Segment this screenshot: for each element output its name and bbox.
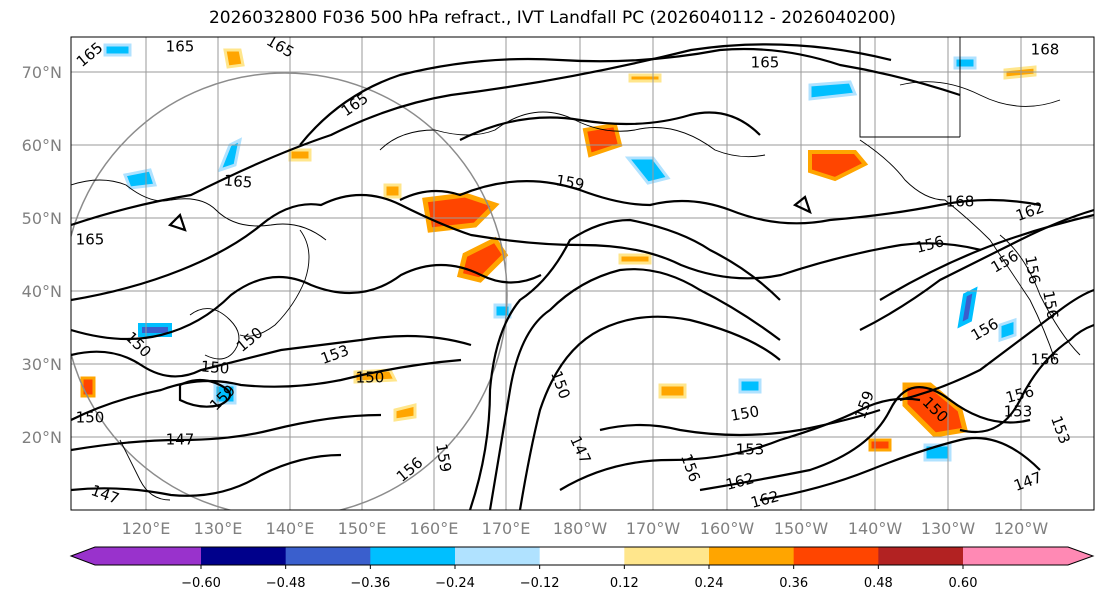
- contour-label: 156: [1031, 351, 1060, 369]
- coastlines: [71, 37, 1081, 501]
- positive-anomaly-patch: [383, 183, 402, 199]
- colorbar-segment: [963, 547, 1093, 565]
- colorbar-tick-label: −0.36: [350, 576, 390, 591]
- longitude-label: 140°W: [848, 519, 903, 538]
- colorbar-tick-label: −0.48: [266, 576, 306, 591]
- shaded-anomaly-layer: [80, 43, 1037, 462]
- contour-label: 147: [166, 431, 195, 449]
- contour-label: 165: [166, 38, 195, 56]
- positive-anomaly-patch: [288, 148, 312, 162]
- contour-label: 168: [946, 193, 975, 211]
- colorbar-segment: [370, 547, 456, 565]
- colorbar-tick-label: −0.24: [435, 576, 475, 591]
- negative-anomaly-patch: [138, 323, 172, 337]
- longitude-label: 180°W: [553, 519, 608, 538]
- colorbar-segment: [624, 547, 710, 565]
- graticule: [71, 37, 1094, 510]
- colorbar-segment: [793, 547, 879, 565]
- colorbar-segment: [878, 547, 964, 565]
- contour-label: 153: [736, 441, 765, 459]
- latitude-label: 20°N: [22, 428, 62, 447]
- negative-anomaly-patch: [103, 43, 132, 57]
- colorbar-outline: [69, 546, 1095, 566]
- latitude-label: 40°N: [22, 282, 62, 301]
- longitude-label: 130°E: [194, 519, 243, 538]
- longitude-label: 170°W: [626, 519, 681, 538]
- contour-label: 153: [1004, 403, 1033, 421]
- positive-anomaly-patch: [80, 376, 96, 398]
- longitude-label: 150°W: [774, 519, 829, 538]
- colorbar-tick-label: −0.60: [181, 576, 221, 591]
- contour-label: 165: [223, 171, 253, 191]
- negative-anomaly-patch: [624, 156, 671, 185]
- latitude-label: 60°N: [22, 136, 62, 155]
- latitude-label: 70°N: [22, 63, 62, 82]
- contour-label: 150: [729, 402, 760, 425]
- contour-label: 156: [1039, 289, 1062, 320]
- colorbar-segment: [71, 547, 201, 565]
- latitude-labels: 70°N 60°N 50°N 40°N 30°N 20°N: [22, 63, 62, 447]
- contour-label: 159: [554, 171, 585, 194]
- contour-label: 159: [432, 442, 455, 473]
- longitude-label: 160°W: [700, 519, 755, 538]
- negative-anomaly-patch: [122, 168, 158, 190]
- colorbar-segment: [539, 547, 625, 565]
- colorbar: −0.60 −0.48 −0.36 −0.24 −0.12 0.12 0.24 0.36 0.4…: [69, 546, 1095, 591]
- colorbar-tick-label: 0.12: [610, 576, 639, 591]
- highlight-circle: [71, 72, 508, 510]
- colorbar-segment: [455, 547, 541, 565]
- positive-anomaly-patch: [868, 438, 892, 452]
- map-frame: [70, 36, 1095, 511]
- longitude-label: 170°E: [482, 519, 531, 538]
- positive-anomaly-patch: [658, 383, 687, 399]
- colorbar-segment: [285, 547, 371, 565]
- negative-anomaly-patch: [738, 378, 762, 394]
- negative-anomaly-patch: [953, 56, 977, 70]
- longitude-label: 160°E: [410, 519, 459, 538]
- colorbar-tick-label: −0.12: [520, 576, 560, 591]
- positive-anomaly-patch: [808, 150, 869, 182]
- colorbar-segment: [201, 547, 287, 565]
- longitude-label: 120°E: [122, 519, 171, 538]
- colorbar-tick-label: 0.48: [864, 576, 893, 591]
- longitude-label: 120°W: [994, 519, 1049, 538]
- negative-anomaly-patch: [217, 137, 243, 173]
- colorbar-tick-label: 0.36: [779, 576, 808, 591]
- longitude-label: 150°E: [338, 519, 387, 538]
- negative-anomaly-patch: [808, 80, 858, 101]
- positive-anomaly-patch: [618, 253, 652, 265]
- positive-anomaly-patch: [422, 192, 500, 233]
- contour-label: 156: [1021, 254, 1044, 285]
- positive-anomaly-patch: [223, 48, 245, 69]
- contour-label: 150: [200, 357, 230, 377]
- colorbar-tick-label: 0.60: [949, 576, 978, 591]
- latitude-label: 50°N: [22, 209, 62, 228]
- colorbar-segment: [709, 547, 795, 565]
- negative-anomaly-patch: [998, 317, 1017, 343]
- contour-lines: [71, 43, 1094, 510]
- contour-label: 150: [356, 369, 385, 387]
- contour-label: 162: [749, 487, 781, 512]
- longitude-label: 130°W: [921, 519, 976, 538]
- longitude-label: 140°E: [266, 519, 315, 538]
- contour-label: 150: [76, 409, 105, 427]
- contour-label: 168: [1031, 41, 1060, 59]
- positive-anomaly-patch: [393, 403, 417, 422]
- colorbar-tick-label: 0.24: [695, 576, 724, 591]
- longitude-labels: 120°E 130°E 140°E 150°E 160°E 170°E 180°W 170°W…: [122, 519, 1049, 538]
- positive-anomaly-patch: [628, 73, 662, 83]
- contour-label: 165: [76, 231, 105, 249]
- latitude-label: 30°N: [22, 355, 62, 374]
- negative-anomaly-patch: [493, 303, 512, 319]
- map-title: 2026032800 F036 500 hPa refract., IVT La…: [208, 8, 896, 28]
- contour-label: 165: [751, 54, 780, 72]
- map-plot-area: [71, 37, 1094, 510]
- negative-anomaly-patch: [957, 286, 978, 329]
